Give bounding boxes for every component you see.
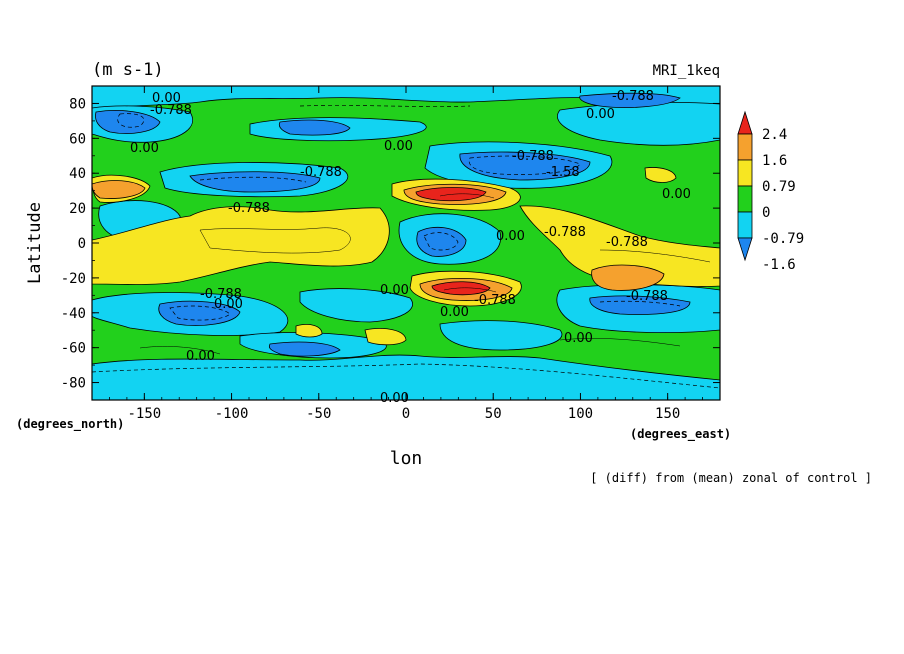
region-tropics-strong-neg — [416, 226, 467, 257]
y-tick-label: 20 — [69, 201, 86, 217]
contour-label: 0.00 — [384, 139, 413, 154]
region-north-strong-neg-left — [95, 110, 161, 134]
y-tick-label: -60 — [61, 341, 86, 357]
contour-label: 0.00 — [130, 141, 159, 156]
contour-label: -0.788 — [228, 201, 270, 216]
colorbar-arrow-top — [737, 110, 753, 135]
contour-label: 0.00 — [564, 331, 593, 346]
contour-label: -0.788 — [544, 225, 586, 240]
colorbar: 2.4 1.6 0.79 0 -0.79 -1.6 — [737, 110, 804, 273]
colorbar-arrow-bottom — [737, 237, 753, 262]
contour-label: 0.00 — [214, 297, 243, 312]
contour-pos-e — [559, 338, 681, 347]
contour-label: -0.788 — [626, 289, 668, 304]
y-tick-label: 0 — [78, 236, 86, 252]
contour-neg-a — [117, 113, 145, 128]
contour-label: 0.00 — [440, 305, 469, 320]
colorbar-swatch — [737, 159, 753, 187]
region-north-strong-neg-mid — [278, 119, 351, 136]
region-pos-small-ne — [644, 167, 677, 183]
contour-pos-c — [439, 193, 495, 199]
region-tropics-pos-east — [519, 205, 720, 287]
colorbar-label: 0.79 — [762, 179, 796, 195]
y-tick-label: 80 — [69, 96, 86, 112]
chart-title: (m s-1) — [92, 60, 164, 80]
contour-label: -1.58 — [546, 165, 580, 180]
footer-note: [ (diff) from (mean) zonal of control ] — [590, 471, 872, 485]
contour-label: -0.788 — [606, 235, 648, 250]
contour-label: -0.788 — [512, 149, 554, 164]
y-tick-label: 60 — [69, 131, 86, 147]
y-tick-label: -20 — [61, 271, 86, 287]
contour-label: 0.00 — [186, 349, 215, 364]
region-south-neg-band-right — [439, 320, 563, 351]
contour-neg-c — [199, 176, 307, 183]
x-tick-label: -150 — [127, 406, 161, 422]
region-pos-small-sw — [295, 324, 323, 338]
region-pos-east-sh — [591, 264, 665, 291]
x-tick-label: 0 — [402, 406, 410, 422]
run-label: MRI_1keq — [653, 63, 720, 79]
x-tick-label: 100 — [568, 406, 593, 422]
colorbar-label: 1.6 — [762, 153, 787, 169]
x-tick-label: -50 — [306, 406, 331, 422]
colorbar-swatch — [737, 133, 753, 161]
contour-pos-d — [443, 287, 497, 293]
contour-label: -0.788 — [200, 287, 242, 302]
colorbar-swatch — [737, 185, 753, 213]
contour-neg-d — [423, 232, 459, 251]
region-pos-small-s — [364, 328, 407, 346]
y-tick-label: 40 — [69, 166, 86, 182]
plot-area — [92, 86, 720, 400]
region-south-strong-neg-left — [158, 300, 241, 326]
y-tick-label: -40 — [61, 306, 86, 322]
region-tropics-pos-west — [92, 206, 390, 285]
colorbar-label: 2.4 — [762, 127, 787, 143]
region-south-strong-neg-band — [268, 341, 341, 357]
x-tick-label: 50 — [485, 406, 502, 422]
contour-neg-h — [299, 105, 471, 107]
colorbar-label: -1.6 — [762, 257, 796, 273]
contour-label: 0.00 — [380, 391, 409, 406]
region-south-neg-mid — [299, 288, 413, 323]
contour-neg-f — [599, 300, 681, 307]
y-axis-title: Latitude — [25, 202, 45, 284]
contour-label: -0.788 — [300, 165, 342, 180]
region-south-polar-neg — [92, 354, 720, 400]
contour-label: 0.00 — [662, 187, 691, 202]
y-tick-label: -80 — [61, 376, 86, 392]
region-midlat-strong-neg-a — [189, 171, 321, 193]
colorbar-swatch — [737, 211, 753, 239]
region-north-strong-neg-right — [579, 92, 681, 108]
x-axis-unit: (degrees_east) — [630, 427, 731, 442]
region-jet-pos-west — [92, 180, 146, 199]
colorbar-label: -0.79 — [762, 231, 804, 247]
x-axis-title: lon — [390, 448, 423, 469]
contour-neg-b — [468, 155, 581, 175]
contour-label: 0.00 — [496, 229, 525, 244]
contour-label: 0.00 — [586, 107, 615, 122]
x-tick-label: -100 — [215, 406, 249, 422]
y-axis-unit: (degrees_north) — [16, 417, 124, 432]
contour-label: -0.788 — [150, 103, 192, 118]
region-south-strong-neg-right — [589, 295, 691, 315]
contour-pos-b — [599, 249, 711, 263]
x-tick-label: 150 — [655, 406, 680, 422]
contour-label: -0.788 — [474, 293, 516, 308]
contour-label: -0.788 — [612, 89, 654, 104]
contour-label: 0.00 — [380, 283, 409, 298]
contour-pos-f — [139, 346, 221, 355]
region-max-south — [431, 281, 491, 296]
colorbar-label: 0 — [762, 205, 770, 221]
contour-label: 0.00 — [152, 91, 181, 106]
